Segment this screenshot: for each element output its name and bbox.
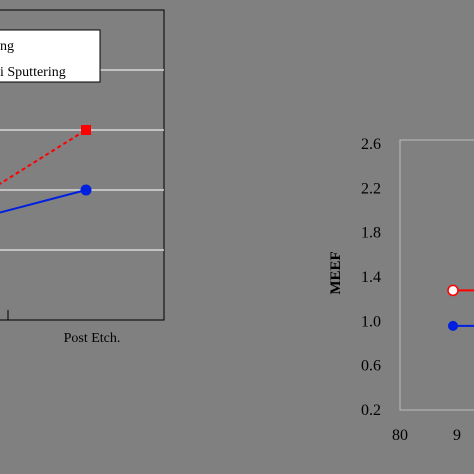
left-legend: ng i Sputtering [0, 29, 101, 83]
right-y-tick-labels: 2.6 2.2 1.8 1.4 1.0 0.6 0.2 [361, 136, 381, 419]
left-chart: Post Etch. ng i Sputtering [0, 9, 165, 346]
left-series-group [0, 125, 92, 214]
right-series-group [447, 284, 474, 331]
legend-entry-1: ng [0, 39, 14, 54]
right-y-tick-label: 1.8 [361, 225, 381, 242]
right-x-tick-label: 9 [453, 427, 461, 444]
left-series-line [0, 129, 87, 185]
right-y-tick-label: 2.2 [361, 180, 381, 197]
legend-entry-2: i Sputtering [0, 65, 66, 80]
right-y-tick-label: 1.4 [361, 269, 381, 286]
right-y-tick-label: 2.6 [361, 136, 381, 153]
right-y-tick-label: 0.2 [361, 402, 381, 419]
right-y-axis-label: MEEF [328, 251, 344, 294]
right-x-tick-label: 80 [392, 427, 408, 444]
left-series-line [0, 189, 87, 214]
right-data-point [447, 284, 459, 297]
right-chart: 2.6 2.2 1.8 1.4 1.0 0.6 0.2 80 9 MEEF [328, 136, 474, 444]
left-x-tick-label: Post Etch. [64, 331, 121, 346]
right-data-point [448, 320, 458, 331]
left-legend-box [0, 29, 101, 83]
right-y-tick-label: 1.0 [361, 313, 381, 330]
right-x-tick-labels: 80 9 [392, 427, 461, 444]
left-data-point [81, 125, 91, 135]
right-y-tick-label: 0.6 [361, 358, 381, 375]
right-plot-area [399, 139, 474, 411]
left-data-point [80, 184, 92, 196]
